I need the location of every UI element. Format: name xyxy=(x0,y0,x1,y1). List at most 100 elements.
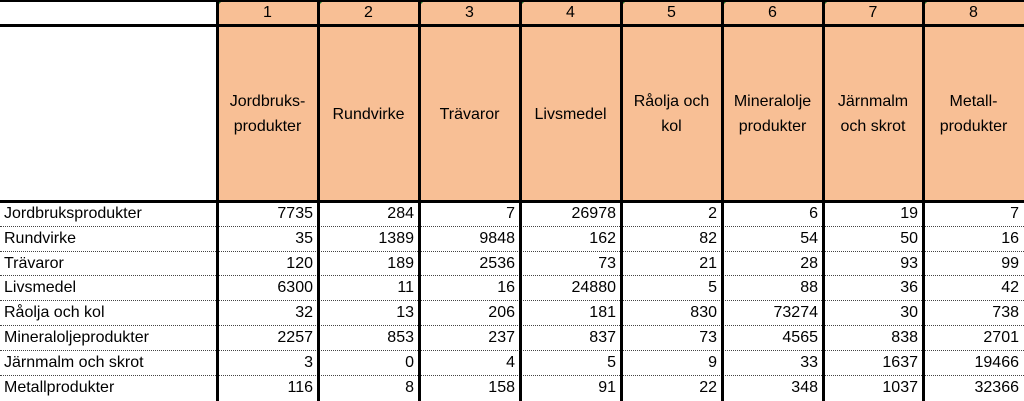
table-cell[interactable]: 1037 xyxy=(882,378,918,396)
table-cell[interactable]: 21 xyxy=(699,254,717,272)
table-cell[interactable]: 9 xyxy=(708,353,717,371)
row-divider xyxy=(0,374,1024,376)
column-number-3[interactable]: 3 xyxy=(419,0,520,26)
table-cell[interactable]: 0 xyxy=(405,353,414,371)
table-cell[interactable]: 36 xyxy=(900,279,918,297)
column-number-5[interactable]: 5 xyxy=(621,0,722,26)
table-cell[interactable]: 830 xyxy=(690,304,717,322)
column-number-7[interactable]: 7 xyxy=(823,0,923,26)
table-cell[interactable]: 837 xyxy=(589,329,616,346)
table-cell[interactable]: 2 xyxy=(708,205,717,222)
table-cell[interactable]: 16 xyxy=(497,279,515,297)
table-cell[interactable]: 838 xyxy=(891,329,918,346)
table-cell[interactable]: 1389 xyxy=(378,229,414,247)
table-cell[interactable]: 6300 xyxy=(277,279,313,297)
table-cell[interactable]: 206 xyxy=(488,304,515,322)
table-cell[interactable]: 9848 xyxy=(479,229,515,247)
table-cell[interactable]: 42 xyxy=(1001,279,1019,297)
table-cell[interactable]: 237 xyxy=(488,329,515,346)
table-cell[interactable]: 88 xyxy=(800,279,818,297)
column-header-1[interactable]: Jordbruks- produkter xyxy=(217,26,318,202)
table-cell[interactable]: 4 xyxy=(506,353,515,371)
table-cell[interactable]: 5 xyxy=(607,353,616,371)
table-cell[interactable]: 19466 xyxy=(974,353,1020,371)
column-header-8[interactable]: Metall- produkter xyxy=(923,26,1024,202)
row-divider xyxy=(0,300,1024,302)
column-header-5[interactable]: Råolja och kol xyxy=(621,26,722,202)
column-border xyxy=(922,0,925,401)
table-cell[interactable]: 24880 xyxy=(571,279,617,297)
table-cell[interactable]: 162 xyxy=(589,229,616,247)
table-cell[interactable]: 3 xyxy=(304,353,313,371)
table-cell[interactable]: 73274 xyxy=(773,304,819,322)
table-cell[interactable]: 158 xyxy=(488,378,515,396)
table-cell[interactable]: 738 xyxy=(992,304,1019,322)
table-cell[interactable]: 73 xyxy=(598,254,616,272)
column-number-6[interactable]: 6 xyxy=(722,0,823,26)
table-cell[interactable]: 16 xyxy=(1001,229,1019,247)
column-border xyxy=(721,0,724,401)
column-number-8[interactable]: 8 xyxy=(923,0,1024,26)
column-header-7[interactable]: Järnmalm och skrot xyxy=(823,26,923,202)
comment-marker-icon xyxy=(520,0,526,6)
column-header-2[interactable]: Rundvirke xyxy=(318,26,419,202)
column-border xyxy=(216,0,219,401)
table-cell[interactable]: 32366 xyxy=(974,378,1020,396)
table-cell[interactable]: 116 xyxy=(287,378,313,396)
table-cell[interactable]: 11 xyxy=(397,279,414,297)
column-border xyxy=(418,0,421,401)
table-cell[interactable]: 93 xyxy=(900,254,918,272)
table-cell[interactable]: 73 xyxy=(699,329,717,346)
table-cell[interactable]: 19 xyxy=(900,205,918,222)
table-cell[interactable]: 2257 xyxy=(277,329,313,346)
row-label[interactable]: Råolja och kol xyxy=(4,304,105,322)
row-label[interactable]: Trävaror xyxy=(4,254,64,272)
column-header-3[interactable]: Trävaror xyxy=(419,26,520,202)
table-cell[interactable]: 2536 xyxy=(479,254,515,272)
table-cell[interactable]: 54 xyxy=(800,229,818,247)
table-cell[interactable]: 284 xyxy=(387,205,414,222)
table-cell[interactable]: 26978 xyxy=(571,205,617,222)
table-cell[interactable]: 82 xyxy=(699,229,717,247)
row-label[interactable]: Järnmalm och skrot xyxy=(4,353,144,371)
table-cell[interactable]: 35 xyxy=(295,229,313,247)
table-cell[interactable]: 5 xyxy=(708,279,717,297)
column-number-4[interactable]: 4 xyxy=(520,0,621,26)
table-cell[interactable]: 8 xyxy=(405,378,414,396)
table-cell[interactable]: 32 xyxy=(295,304,313,322)
table-cell[interactable]: 33 xyxy=(800,353,818,371)
table-cell[interactable]: 99 xyxy=(1001,254,1019,272)
table-cell[interactable]: 181 xyxy=(589,304,616,322)
table-cell[interactable]: 50 xyxy=(900,229,918,247)
table-cell[interactable]: 348 xyxy=(791,378,818,396)
column-border xyxy=(620,0,623,401)
table-cell[interactable]: 7735 xyxy=(277,205,313,222)
table-cell[interactable]: 13 xyxy=(396,304,414,322)
column-header-4[interactable]: Livsmedel xyxy=(520,26,621,202)
row-label[interactable]: Mineraloljeprodukter xyxy=(4,329,149,346)
table-cell[interactable]: 189 xyxy=(387,254,414,272)
table-cell[interactable]: 7 xyxy=(1010,205,1019,222)
corner-cell-top[interactable] xyxy=(0,0,217,26)
table-cell[interactable]: 1637 xyxy=(882,353,918,371)
table-cell[interactable]: 91 xyxy=(598,378,616,396)
table-cell[interactable]: 30 xyxy=(900,304,918,322)
table-cell[interactable]: 4565 xyxy=(782,329,818,346)
corner-cell[interactable] xyxy=(0,26,217,202)
table-cell[interactable]: 6 xyxy=(809,205,818,222)
column-border xyxy=(519,0,522,401)
table-cell[interactable]: 120 xyxy=(286,254,313,272)
table-cell[interactable]: 7 xyxy=(506,205,515,222)
column-number-1[interactable]: 1 xyxy=(217,0,318,26)
table-cell[interactable]: 853 xyxy=(387,329,414,346)
row-label[interactable]: Metallprodukter xyxy=(4,378,115,396)
row-label[interactable]: Livsmedel xyxy=(4,279,77,297)
row-label[interactable]: Rundvirke xyxy=(4,229,77,247)
comment-marker-icon xyxy=(217,0,223,6)
table-cell[interactable]: 28 xyxy=(800,254,818,272)
column-header-6[interactable]: Mineralolje produkter xyxy=(722,26,823,202)
table-cell[interactable]: 2701 xyxy=(983,329,1019,346)
column-number-2[interactable]: 2 xyxy=(318,0,419,26)
row-label[interactable]: Jordbruksprodukter xyxy=(4,205,142,222)
table-cell[interactable]: 22 xyxy=(699,378,717,396)
